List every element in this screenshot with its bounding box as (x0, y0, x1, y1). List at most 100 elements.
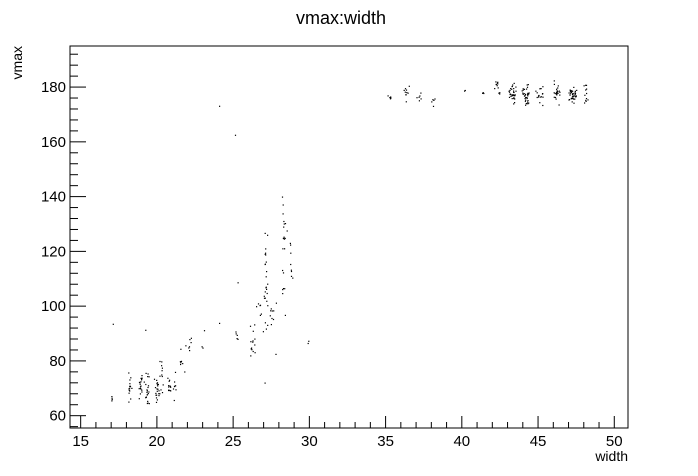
data-point (292, 277, 294, 279)
data-point (180, 360, 183, 362)
data-point (128, 372, 130, 374)
data-points (111, 80, 589, 405)
data-point (189, 339, 191, 341)
data-point (235, 331, 237, 333)
data-point (267, 305, 269, 307)
data-point (140, 381, 142, 383)
data-point (513, 91, 515, 93)
data-point (290, 244, 292, 246)
data-point (495, 81, 497, 83)
data-point (574, 90, 576, 92)
data-point (182, 363, 184, 365)
data-point (527, 84, 529, 86)
data-point (568, 92, 570, 94)
data-point (141, 391, 143, 393)
data-point (250, 341, 252, 343)
data-point (266, 300, 268, 302)
data-point (513, 90, 515, 92)
data-point (570, 91, 572, 93)
data-point (141, 379, 143, 381)
data-point (264, 297, 266, 299)
data-point (433, 99, 435, 101)
x-tick-label: 40 (453, 433, 470, 450)
data-point (237, 338, 239, 340)
data-point (249, 325, 252, 327)
data-point (515, 86, 517, 88)
data-point (168, 380, 170, 382)
data-point (559, 91, 561, 93)
data-point (527, 100, 529, 102)
data-point (405, 94, 407, 96)
data-point (523, 93, 525, 95)
data-point (147, 385, 150, 387)
data-point (146, 390, 148, 392)
data-point (148, 391, 150, 393)
data-point (289, 242, 291, 244)
plot-frame (69, 45, 629, 429)
data-point (148, 403, 150, 405)
data-point (556, 90, 558, 92)
data-point (553, 80, 555, 82)
data-point (270, 324, 272, 326)
data-point (159, 375, 161, 377)
data-point (434, 98, 436, 100)
data-point (572, 94, 574, 96)
data-point (188, 347, 190, 349)
data-point (264, 232, 266, 234)
data-point (129, 386, 131, 388)
y-axis-label: vmax (9, 46, 25, 79)
data-point (556, 91, 558, 93)
data-point (259, 314, 261, 316)
data-point (524, 93, 527, 95)
data-point (264, 382, 266, 384)
data-point (265, 248, 267, 250)
data-point (146, 394, 148, 396)
data-point (527, 92, 529, 94)
data-point (282, 204, 284, 206)
data-point (139, 386, 142, 388)
data-point (495, 83, 497, 85)
data-point (128, 392, 130, 394)
data-point (257, 303, 260, 305)
data-point (537, 96, 540, 98)
data-point (157, 388, 159, 390)
data-point (527, 95, 529, 97)
data-point (283, 236, 285, 238)
data-point (515, 90, 517, 92)
data-point (554, 92, 556, 95)
data-point (282, 248, 284, 250)
data-point (161, 367, 163, 369)
data-point (558, 90, 560, 92)
data-point (538, 95, 540, 97)
data-point (174, 381, 176, 383)
data-point (496, 85, 498, 87)
data-point (282, 269, 284, 272)
data-point (555, 93, 557, 95)
data-point (283, 238, 285, 240)
data-point (432, 99, 434, 101)
data-point (219, 322, 221, 324)
data-point (111, 397, 113, 399)
data-point (139, 382, 141, 384)
data-point (527, 101, 529, 103)
data-point (158, 395, 160, 397)
data-point (111, 396, 113, 398)
data-point (262, 331, 264, 333)
x-tick-label: 35 (377, 433, 394, 450)
data-point (522, 93, 524, 95)
data-point (572, 90, 574, 92)
data-point (512, 94, 514, 96)
y-axis: 60 80 100 120 140 160 180 (41, 53, 86, 428)
data-point (571, 97, 573, 99)
data-point (112, 323, 114, 325)
data-point (283, 226, 285, 228)
data-point (145, 396, 147, 398)
data-point (161, 365, 163, 367)
data-point (141, 375, 143, 377)
x-tick-label: 45 (530, 433, 547, 450)
data-point (556, 94, 558, 96)
x-tick-label: 25 (225, 433, 242, 450)
data-point (583, 85, 585, 87)
data-point (575, 95, 577, 97)
data-point (129, 379, 131, 381)
